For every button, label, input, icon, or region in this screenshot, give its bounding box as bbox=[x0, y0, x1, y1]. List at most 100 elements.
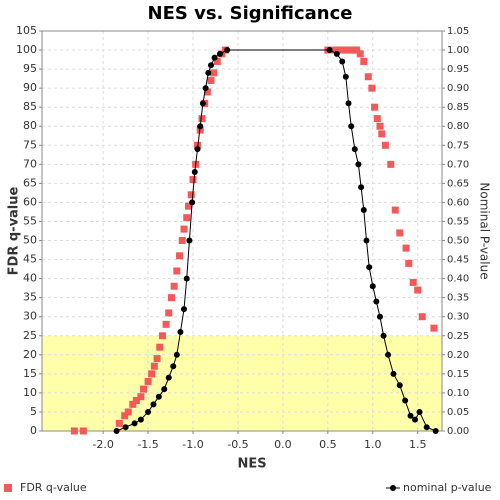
y-tick-label: 35 bbox=[23, 291, 37, 304]
point bbox=[371, 103, 379, 111]
legend-label: nominal p-value bbox=[403, 481, 492, 494]
y-tick-label: 10 bbox=[23, 386, 37, 399]
point bbox=[369, 283, 376, 290]
point bbox=[150, 362, 158, 370]
point bbox=[351, 146, 358, 153]
y-tick-label: 95 bbox=[23, 62, 37, 75]
point bbox=[131, 420, 138, 427]
point bbox=[333, 50, 340, 57]
point bbox=[373, 298, 380, 305]
point bbox=[407, 412, 414, 419]
point bbox=[165, 309, 173, 317]
y-tick-label: 105 bbox=[16, 24, 37, 37]
point bbox=[113, 428, 120, 434]
point bbox=[376, 313, 383, 320]
point bbox=[423, 424, 430, 431]
y2-tick-label: 0.80 bbox=[447, 121, 469, 132]
point bbox=[156, 343, 164, 351]
point bbox=[144, 377, 152, 385]
x-tick-label: -0.5 bbox=[227, 438, 248, 451]
y2-tick-label: 0.30 bbox=[447, 312, 469, 323]
chart-title: NES vs. Significance bbox=[148, 3, 353, 24]
y2-tick-label: 1.00 bbox=[447, 45, 469, 56]
point bbox=[380, 332, 387, 339]
point bbox=[183, 275, 190, 282]
point bbox=[170, 363, 177, 370]
point bbox=[189, 176, 197, 184]
point bbox=[326, 47, 333, 54]
y2-tick-label: 0.35 bbox=[447, 293, 469, 304]
x-tick-label: -1.5 bbox=[137, 438, 158, 451]
point bbox=[402, 397, 409, 404]
point bbox=[145, 408, 152, 415]
y-tick-label: 25 bbox=[23, 329, 37, 342]
point bbox=[124, 408, 132, 416]
point bbox=[339, 58, 346, 65]
y-tick-label: 70 bbox=[23, 157, 37, 170]
point bbox=[137, 416, 144, 423]
x-tick-label: 1.0 bbox=[364, 438, 382, 451]
point bbox=[396, 229, 404, 237]
point bbox=[115, 419, 123, 427]
point bbox=[70, 427, 78, 435]
point bbox=[177, 328, 184, 335]
point bbox=[173, 351, 180, 358]
point bbox=[203, 88, 211, 96]
point bbox=[345, 100, 352, 107]
point bbox=[355, 161, 362, 168]
point bbox=[122, 424, 129, 431]
point bbox=[353, 46, 361, 54]
x-tick-label: 0.5 bbox=[319, 438, 337, 451]
y-tick-label: 40 bbox=[23, 272, 37, 285]
point bbox=[207, 62, 214, 69]
y-tick-label: 15 bbox=[23, 367, 37, 380]
point bbox=[148, 370, 156, 378]
y2-tick-label: 0.55 bbox=[447, 216, 469, 227]
y2-tick-label: 0.85 bbox=[447, 102, 469, 113]
y-tick-label: 0 bbox=[30, 424, 37, 437]
y-tick-label: 75 bbox=[23, 138, 37, 151]
point bbox=[186, 237, 193, 244]
y-tick-label: 100 bbox=[16, 43, 37, 56]
point bbox=[364, 73, 372, 81]
point bbox=[381, 141, 389, 149]
point bbox=[376, 122, 384, 130]
point bbox=[132, 397, 140, 405]
point bbox=[191, 168, 198, 175]
y2-tick-label: 0.00 bbox=[447, 426, 469, 437]
point bbox=[360, 207, 367, 214]
point bbox=[338, 46, 346, 54]
y2-tick-label: 0.50 bbox=[447, 236, 469, 247]
point bbox=[158, 332, 166, 340]
point bbox=[432, 428, 439, 434]
y-tick-label: 55 bbox=[23, 214, 37, 227]
point bbox=[216, 50, 223, 57]
point bbox=[358, 184, 365, 191]
point bbox=[161, 386, 168, 393]
point bbox=[391, 206, 399, 214]
point bbox=[183, 214, 191, 222]
point bbox=[178, 237, 186, 245]
point bbox=[396, 382, 403, 389]
point bbox=[224, 47, 231, 54]
y2-tick-label: 0.10 bbox=[447, 388, 469, 399]
y2-tick-label: 0.45 bbox=[447, 255, 469, 266]
threshold-band bbox=[42, 335, 442, 431]
point bbox=[137, 393, 145, 401]
y2-tick-label: 1.05 bbox=[447, 26, 469, 37]
point bbox=[412, 416, 419, 423]
legend-swatch bbox=[390, 485, 396, 491]
point bbox=[373, 115, 381, 123]
point bbox=[176, 252, 184, 260]
point bbox=[405, 259, 413, 267]
x-tick-label: 1.5 bbox=[409, 438, 427, 451]
point bbox=[331, 46, 339, 54]
point bbox=[181, 306, 188, 313]
y2-tick-label: 0.70 bbox=[447, 159, 469, 170]
point bbox=[416, 408, 423, 415]
y2-tick-label: 0.75 bbox=[447, 140, 469, 151]
y-tick-label: 20 bbox=[23, 348, 37, 361]
point bbox=[180, 225, 188, 233]
point bbox=[155, 393, 162, 400]
